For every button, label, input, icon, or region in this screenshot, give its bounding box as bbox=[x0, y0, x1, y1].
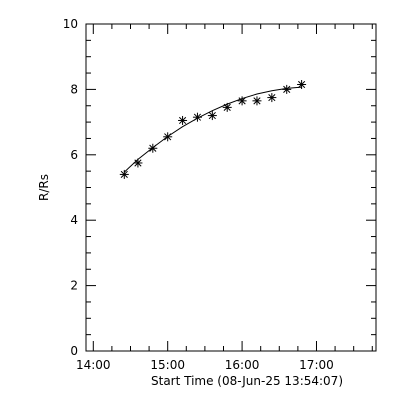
data-point bbox=[163, 132, 173, 142]
data-point bbox=[133, 158, 143, 168]
asterisk-stroke bbox=[208, 111, 216, 120]
x-axis-title: Start Time (08-Jun-25 13:54:07) bbox=[151, 374, 343, 388]
data-point bbox=[297, 79, 307, 89]
asterisk-stroke bbox=[238, 97, 246, 105]
asterisk-stroke bbox=[253, 97, 261, 105]
data-point bbox=[207, 111, 217, 121]
y-tick-label: 8 bbox=[70, 82, 78, 96]
y-tick-label: 6 bbox=[70, 148, 78, 162]
data-point bbox=[119, 169, 129, 179]
asterisk-stroke bbox=[149, 144, 157, 152]
y-tick-label: 0 bbox=[70, 344, 78, 358]
data-point bbox=[282, 84, 292, 94]
asterisk-stroke bbox=[164, 133, 172, 141]
data-point bbox=[267, 93, 277, 103]
asterisk-stroke bbox=[283, 85, 291, 93]
asterisk-stroke bbox=[134, 159, 142, 167]
x-tick-label: 14:00 bbox=[76, 358, 111, 372]
data-point bbox=[252, 96, 262, 106]
asterisk-stroke bbox=[178, 116, 187, 125]
y-tick-label: 10 bbox=[63, 17, 78, 31]
x-tick-label: 17:00 bbox=[299, 358, 334, 372]
y-axis-title: R/Rs bbox=[37, 174, 51, 201]
data-point bbox=[237, 96, 247, 106]
y-tick-label: 4 bbox=[70, 213, 78, 227]
data-series bbox=[119, 79, 307, 179]
asterisk-stroke bbox=[193, 113, 202, 121]
asterisk-stroke bbox=[298, 80, 306, 89]
asterisk-stroke bbox=[120, 170, 128, 179]
axis-ticks bbox=[86, 23, 376, 352]
x-tick-label: 15:00 bbox=[150, 358, 185, 372]
y-tick-label: 2 bbox=[70, 279, 78, 293]
data-point bbox=[148, 143, 158, 153]
data-point bbox=[178, 115, 188, 125]
data-point bbox=[222, 102, 232, 112]
asterisk-stroke bbox=[223, 103, 231, 111]
data-point bbox=[192, 112, 202, 122]
tick-labels: 0 2 4 6 8 10 14:00 15:00 16:00 17:00 bbox=[63, 17, 334, 372]
x-tick-label: 16:00 bbox=[225, 358, 260, 372]
asterisk-stroke bbox=[268, 93, 276, 102]
